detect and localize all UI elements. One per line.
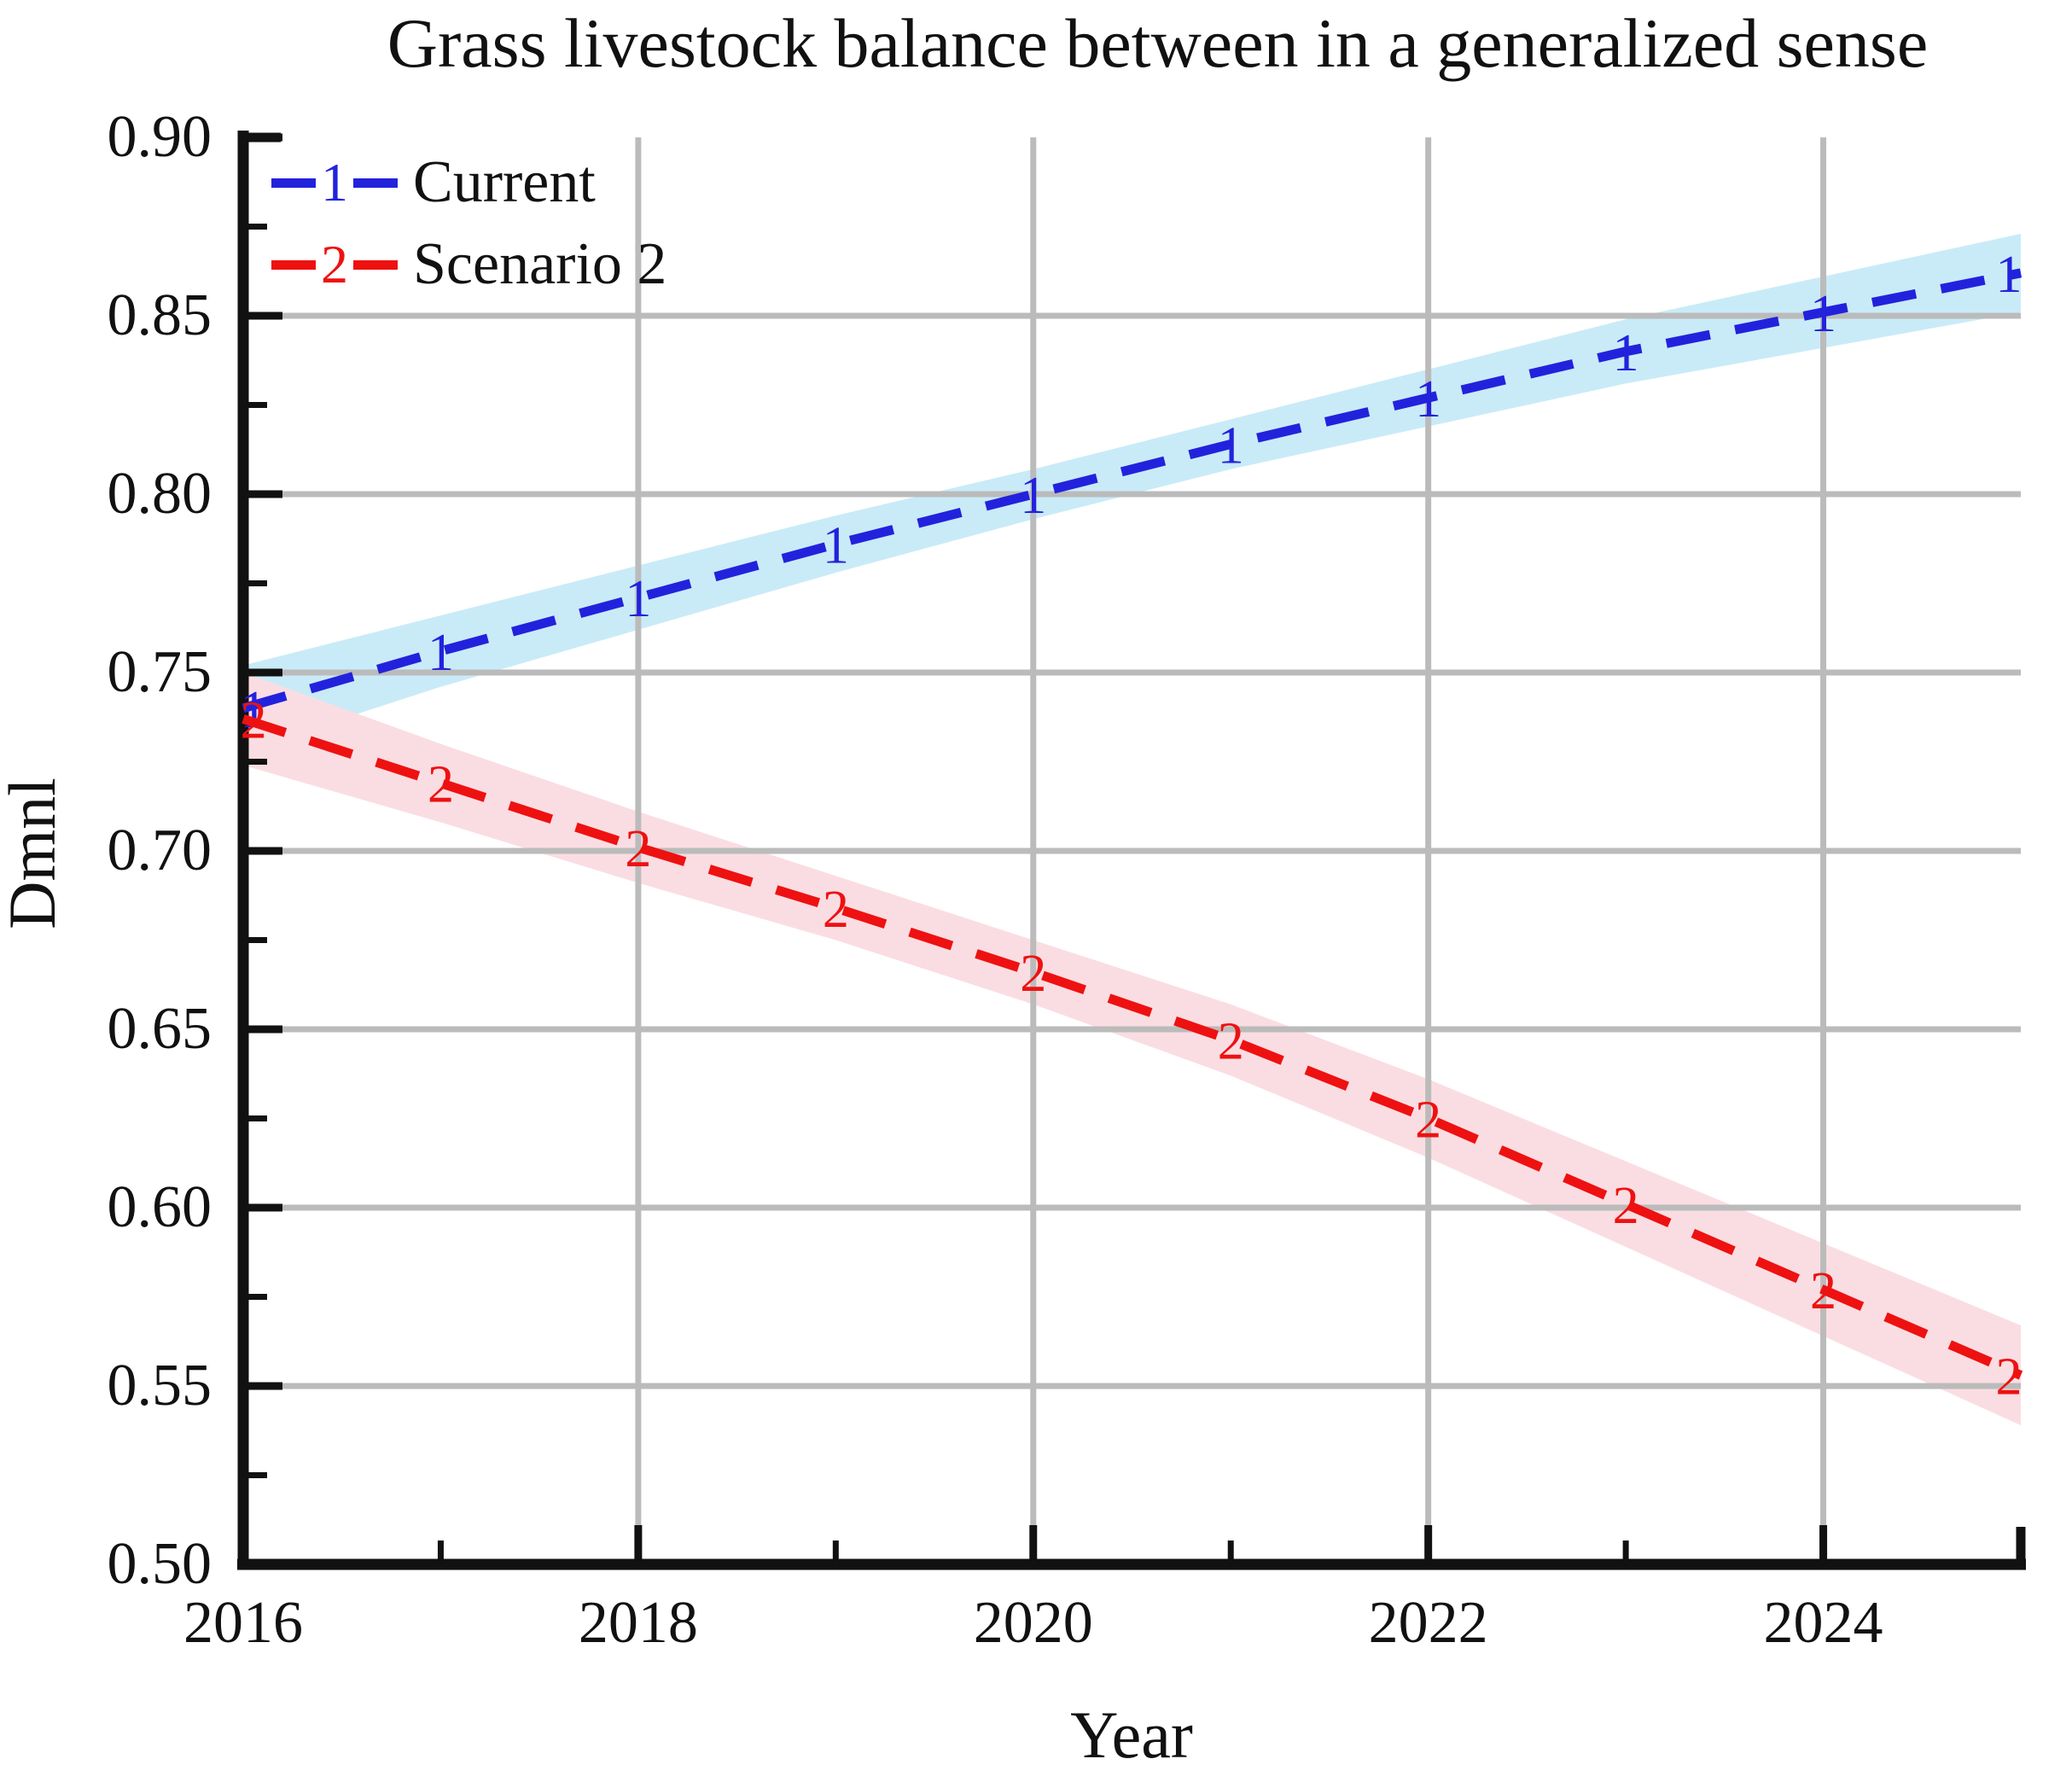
x-tick-label: 2018 [578, 1590, 698, 1656]
legend: 1 Current 2 Scenario 2 [271, 142, 666, 306]
series-marker-scenario-2: 2 [241, 691, 267, 749]
series-marker-current: 1 [1415, 370, 1441, 428]
legend-item-current: 1 Current [271, 142, 666, 224]
series-marker-scenario-2: 2 [823, 881, 849, 939]
series-marker-current: 1 [625, 570, 651, 628]
y-tick-label: 0.85 [107, 282, 212, 348]
series-marker-scenario-2: 2 [1810, 1262, 1836, 1320]
y-tick-label: 0.65 [107, 996, 212, 1062]
chart-title: Grass livestock balance between in a gen… [387, 4, 1929, 82]
series-line-current [242, 268, 2023, 713]
series-marker-current: 1 [1020, 467, 1046, 525]
series-marker-current: 1 [428, 624, 454, 682]
series-marker-scenario-2: 2 [1415, 1092, 1441, 1150]
x-tick-label: 2022 [1368, 1590, 1488, 1656]
y-tick-label: 0.55 [107, 1353, 212, 1418]
legend-dash-icon [353, 178, 398, 188]
series-marker-scenario-2: 2 [428, 756, 454, 814]
y-tick-label: 0.80 [107, 461, 212, 527]
series-marker-current: 1 [823, 517, 849, 575]
legend-marker-scenario2: 2 [321, 234, 348, 294]
x-axis-title: Year [1070, 1698, 1193, 1772]
series-marker-current: 1 [1218, 416, 1244, 475]
series-marker-scenario-2: 2 [625, 820, 651, 878]
x-tick-label: 2016 [183, 1590, 303, 1656]
legend-label-current: Current [413, 149, 596, 215]
series-marker-scenario-2: 2 [1996, 1348, 2023, 1406]
series-line-scenario-2 [242, 714, 2023, 1380]
y-tick-label: 0.70 [107, 818, 212, 883]
series-marker-current: 1 [1613, 324, 1639, 382]
legend-marker-current: 1 [321, 152, 348, 213]
series-marker-current: 1 [1810, 285, 1836, 343]
y-tick-label: 0.75 [107, 639, 212, 705]
legend-dash-icon [271, 259, 316, 270]
series-marker-scenario-2: 2 [1218, 1013, 1244, 1071]
legend-dash-icon [353, 259, 398, 270]
y-tick-label: 0.60 [107, 1174, 212, 1240]
y-tick-label: 0.90 [107, 104, 212, 170]
legend-dash-icon [271, 178, 316, 188]
series-marker-scenario-2: 2 [1020, 945, 1046, 1003]
legend-item-scenario2: 2 Scenario 2 [271, 224, 666, 306]
y-tick-label: 0.50 [107, 1531, 212, 1597]
x-tick-label: 2024 [1763, 1590, 1883, 1656]
legend-label-scenario2: Scenario 2 [413, 231, 667, 297]
series-marker-current: 1 [1996, 246, 2023, 304]
series-marker-scenario-2: 2 [1613, 1177, 1639, 1235]
x-tick-label: 2020 [973, 1590, 1093, 1656]
confidence-band-scenario-2 [243, 673, 2021, 1425]
